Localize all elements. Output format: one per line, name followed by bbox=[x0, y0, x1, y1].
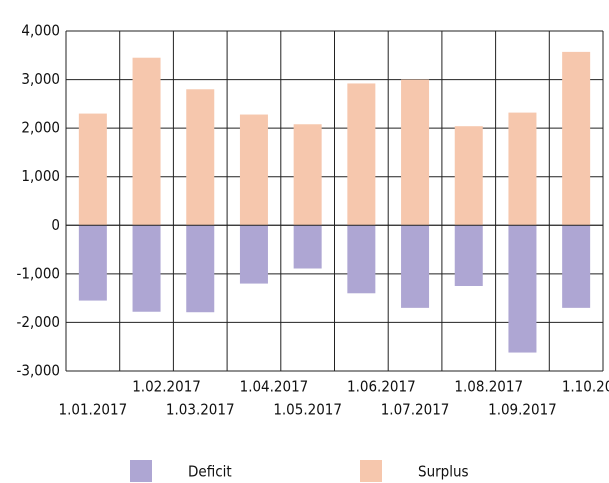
bar bbox=[508, 225, 537, 353]
x-tick-label: 1.08.2017 bbox=[454, 378, 523, 396]
bar bbox=[454, 126, 483, 226]
y-tick-label: -2,000 bbox=[17, 313, 61, 331]
x-tick-label: 1.09.2017 bbox=[488, 401, 557, 419]
x-tick-label: 1.02.2017 bbox=[132, 378, 201, 396]
bar bbox=[562, 225, 591, 308]
bar bbox=[401, 79, 430, 226]
legend-swatch bbox=[130, 460, 152, 482]
bar bbox=[78, 113, 107, 226]
legend-swatch bbox=[360, 460, 382, 482]
bar bbox=[78, 225, 107, 301]
y-tick-label: 0 bbox=[51, 216, 60, 234]
bar bbox=[239, 225, 268, 284]
y-tick-label: 1,000 bbox=[21, 167, 60, 185]
bar bbox=[186, 89, 215, 226]
x-tick-label: 1.04.2017 bbox=[240, 378, 309, 396]
y-tick-label: -1,000 bbox=[17, 264, 61, 282]
x-tick-label: 1.03.2017 bbox=[166, 401, 235, 419]
bar bbox=[454, 225, 483, 286]
bar bbox=[293, 124, 322, 226]
bar bbox=[132, 225, 161, 312]
x-tick-label: 1.06.2017 bbox=[347, 378, 416, 396]
bar bbox=[132, 57, 161, 226]
y-tick-label: 4,000 bbox=[21, 22, 60, 40]
bar bbox=[347, 225, 376, 294]
bar bbox=[239, 114, 268, 226]
x-tick-label: 1.05.2017 bbox=[273, 401, 342, 419]
legend-label: Deficit bbox=[188, 463, 232, 481]
y-tick-label: 3,000 bbox=[21, 70, 60, 88]
x-tick-label: 1.10.2017 bbox=[562, 378, 609, 396]
bar bbox=[508, 112, 537, 226]
bar bbox=[401, 225, 430, 308]
bar bbox=[186, 225, 215, 313]
y-tick-label: 2,000 bbox=[21, 119, 60, 137]
x-tick-label: 1.01.2017 bbox=[59, 401, 128, 419]
bar bbox=[293, 225, 322, 269]
y-tick-label: -3,000 bbox=[17, 362, 61, 380]
legend-label: Surplus bbox=[418, 463, 469, 481]
bar bbox=[347, 83, 376, 226]
bar bbox=[562, 51, 591, 226]
x-tick-label: 1.07.2017 bbox=[381, 401, 450, 419]
